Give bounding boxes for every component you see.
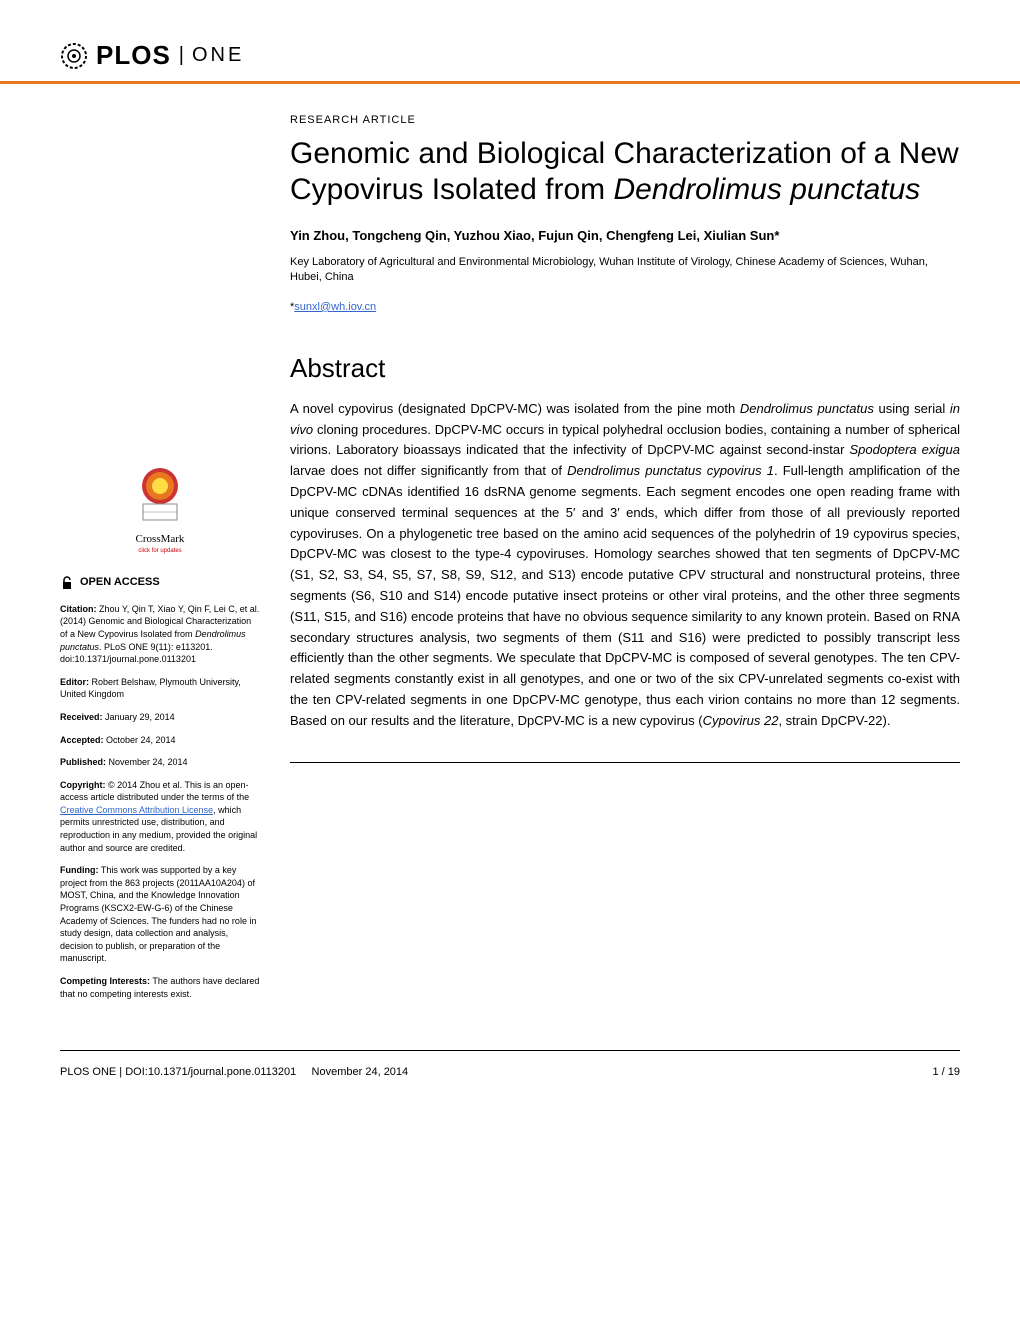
crossmark-sublabel: click for updates <box>60 547 260 555</box>
page-footer: PLOS ONE | DOI:10.1371/journal.pone.0113… <box>60 1050 960 1093</box>
copyright-section: Copyright: © 2014 Zhou et al. This is an… <box>60 779 260 855</box>
abstract-text: A novel cypovirus (designated DpCPV-MC) … <box>290 399 960 732</box>
citation-label: Citation: <box>60 604 97 614</box>
citation-section: Citation: Zhou Y, Qin T, Xiao Y, Qin F, … <box>60 603 260 666</box>
received-label: Received: <box>60 712 103 722</box>
open-access-label: OPEN ACCESS <box>80 575 160 590</box>
funding-text: This work was supported by a key project… <box>60 865 256 963</box>
sidebar: CrossMark click for updates OPEN ACCESS … <box>60 114 260 1010</box>
crossmark-container[interactable]: CrossMark click for updates <box>60 464 260 555</box>
abstract-heading: Abstract <box>290 353 960 384</box>
logo-divider: | <box>179 44 184 67</box>
footer-page: 1 / 19 <box>932 1066 960 1078</box>
article-type: RESEARCH ARTICLE <box>290 114 960 126</box>
page-header: PLOS | ONE <box>0 0 1020 84</box>
footer-left: PLOS ONE | DOI:10.1371/journal.pone.0113… <box>60 1066 408 1078</box>
logo-plos-text: PLOS <box>96 40 171 71</box>
copyright-link[interactable]: Creative Commons Attribution License <box>60 805 213 815</box>
crossmark-icon <box>135 464 185 524</box>
funding-label: Funding: <box>60 865 98 875</box>
content-area: CrossMark click for updates OPEN ACCESS … <box>0 84 1020 1050</box>
footer-journal-doi: PLOS ONE | DOI:10.1371/journal.pone.0113… <box>60 1066 296 1078</box>
title-italic: Dendrolimus punctatus <box>613 173 920 206</box>
main-content: RESEARCH ARTICLE Genomic and Biological … <box>290 114 960 1010</box>
published-text: November 24, 2014 <box>106 757 188 767</box>
affiliation: Key Laboratory of Agricultural and Envir… <box>290 255 960 286</box>
accepted-text: October 24, 2014 <box>104 735 176 745</box>
editor-label: Editor: <box>60 677 89 687</box>
funding-section: Funding: This work was supported by a ke… <box>60 864 260 965</box>
editor-section: Editor: Robert Belshaw, Plymouth Univers… <box>60 676 260 701</box>
received-section: Received: January 29, 2014 <box>60 711 260 724</box>
open-access-badge: OPEN ACCESS <box>60 575 260 590</box>
authors: Yin Zhou, Tongcheng Qin, Yuzhou Xiao, Fu… <box>290 228 960 243</box>
lock-open-icon <box>60 576 74 590</box>
corresponding-email-link[interactable]: sunxl@wh.iov.cn <box>294 301 376 313</box>
logo-one-text: ONE <box>192 44 244 67</box>
published-section: Published: November 24, 2014 <box>60 756 260 769</box>
competing-section: Competing Interests: The authors have de… <box>60 975 260 1000</box>
published-label: Published: <box>60 757 106 767</box>
abstract-divider <box>290 762 960 763</box>
received-text: January 29, 2014 <box>103 712 175 722</box>
accepted-section: Accepted: October 24, 2014 <box>60 734 260 747</box>
footer-date: November 24, 2014 <box>312 1066 409 1078</box>
competing-label: Competing Interests: <box>60 976 150 986</box>
corresponding-author: *sunxl@wh.iov.cn <box>290 301 960 313</box>
crossmark-label: CrossMark <box>60 532 260 547</box>
accepted-label: Accepted: <box>60 735 104 745</box>
copyright-label: Copyright: <box>60 780 106 790</box>
logo-container: PLOS | ONE <box>60 40 960 71</box>
article-title: Genomic and Biological Characterization … <box>290 136 960 208</box>
plos-logo-icon <box>60 42 88 70</box>
